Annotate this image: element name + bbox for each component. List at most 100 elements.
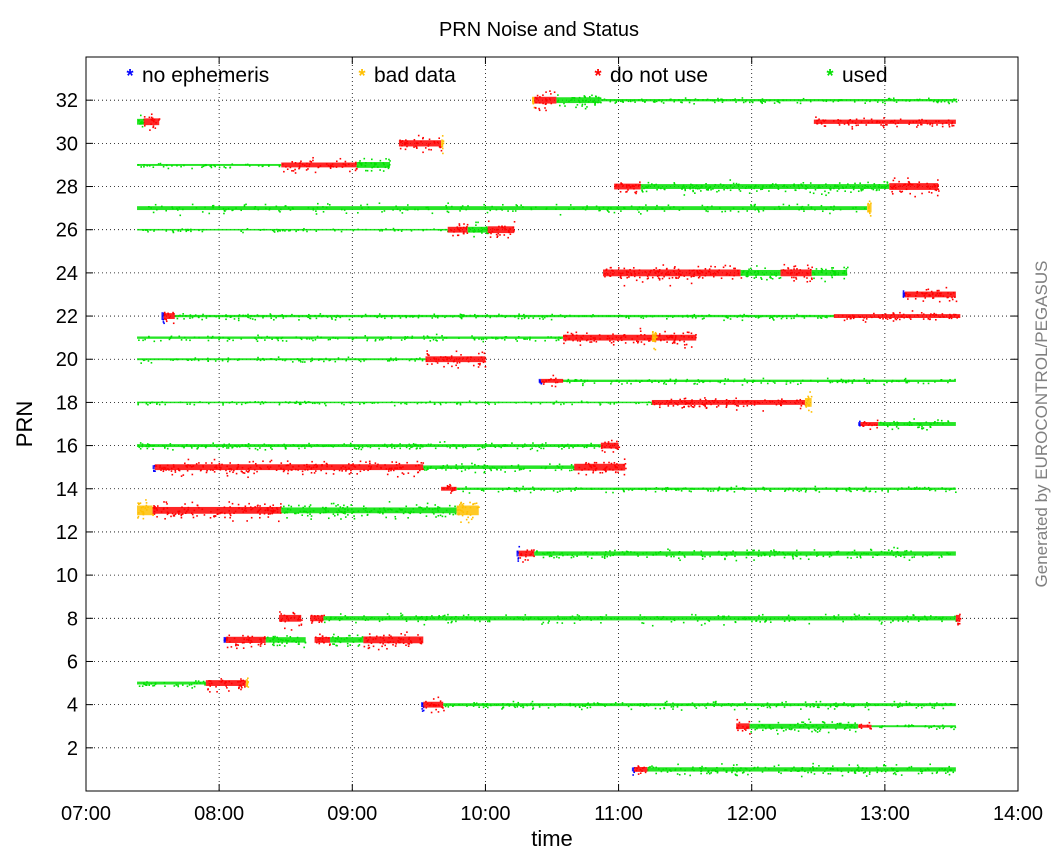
noise-point xyxy=(465,208,468,211)
noise-point xyxy=(465,227,468,230)
noise-point xyxy=(692,190,694,193)
noise-point xyxy=(359,162,362,165)
noise-point xyxy=(483,470,486,473)
noise-point xyxy=(505,336,508,338)
noise-point xyxy=(614,464,616,467)
noise-point xyxy=(927,382,930,385)
noise-point xyxy=(729,184,732,187)
noise-point xyxy=(390,635,392,638)
noise-point xyxy=(195,463,198,465)
noise-point xyxy=(137,502,139,504)
noise-point xyxy=(291,361,294,363)
noise-point xyxy=(513,230,515,232)
noise-point xyxy=(270,459,273,462)
noise-point xyxy=(215,465,217,467)
noise-point xyxy=(753,401,756,403)
noise-point xyxy=(160,339,162,342)
noise-point xyxy=(316,402,319,404)
noise-point xyxy=(178,469,180,471)
noise-point xyxy=(707,619,709,621)
noise-point xyxy=(825,194,827,197)
noise-point xyxy=(586,616,589,618)
noise-point xyxy=(375,163,377,165)
noise-point xyxy=(805,406,808,408)
noise-point xyxy=(900,774,903,776)
noise-point xyxy=(601,445,603,447)
noise-point xyxy=(656,188,658,191)
noise-point xyxy=(546,551,549,554)
noise-point xyxy=(931,704,933,707)
noise-point xyxy=(829,381,832,384)
noise-point xyxy=(725,555,728,557)
noise-point xyxy=(381,211,383,213)
noise-point xyxy=(307,316,310,318)
noise-point xyxy=(390,467,393,470)
noise-point xyxy=(855,618,857,621)
noise-point xyxy=(268,336,271,339)
noise-point xyxy=(615,487,618,490)
noise-point xyxy=(473,702,475,704)
noise-point xyxy=(360,448,363,451)
noise-point xyxy=(257,208,260,211)
noise-point xyxy=(313,464,316,466)
noise-point xyxy=(711,399,714,402)
noise-point xyxy=(673,619,676,622)
noise-point xyxy=(209,469,212,471)
noise-point xyxy=(755,620,757,622)
noise-point xyxy=(413,138,416,141)
noise-point xyxy=(145,504,148,507)
noise-point xyxy=(547,622,550,624)
noise-point xyxy=(362,505,365,508)
noise-point xyxy=(621,551,624,553)
noise-point xyxy=(332,336,334,339)
noise-point xyxy=(796,770,799,772)
noise-point xyxy=(803,487,806,490)
noise-point xyxy=(796,313,798,316)
noise-point xyxy=(280,462,283,464)
noise-point xyxy=(291,640,293,643)
noise-point xyxy=(672,708,674,710)
noise-point xyxy=(704,399,707,401)
noise-point xyxy=(524,338,526,340)
noise-point xyxy=(343,443,345,445)
noise-point xyxy=(286,464,289,466)
noise-point xyxy=(885,704,888,706)
noise-point xyxy=(411,446,414,448)
noise-point xyxy=(669,335,672,337)
noise-point xyxy=(800,708,802,710)
noise-point xyxy=(226,315,228,318)
noise-point xyxy=(857,767,860,769)
noise-point xyxy=(144,229,147,231)
noise-point xyxy=(598,702,600,705)
noise-point xyxy=(321,619,324,621)
noise-point xyxy=(571,333,574,336)
noise-point xyxy=(724,558,726,561)
noise-point xyxy=(829,552,831,554)
noise-point xyxy=(571,615,574,618)
noise-point xyxy=(363,469,365,471)
noise-point xyxy=(281,336,284,339)
noise-point xyxy=(604,705,606,707)
noise-point xyxy=(716,401,719,403)
noise-point xyxy=(353,515,355,517)
noise-point xyxy=(655,487,658,489)
noise-point xyxy=(843,269,846,272)
noise-point xyxy=(379,230,381,232)
noise-point xyxy=(742,401,744,404)
noise-point xyxy=(636,703,639,706)
noise-point xyxy=(243,205,246,208)
noise-point xyxy=(663,188,666,190)
noise-point xyxy=(851,705,853,708)
noise-point xyxy=(311,359,314,362)
noise-point xyxy=(332,473,335,475)
noise-point xyxy=(417,316,420,319)
noise-point xyxy=(346,506,349,508)
noise-point xyxy=(950,317,953,320)
noise-point xyxy=(866,185,869,188)
noise-point xyxy=(743,313,745,316)
noise-point xyxy=(191,167,193,170)
noise-point xyxy=(569,616,572,619)
noise-point xyxy=(825,767,827,770)
noise-point xyxy=(382,642,384,645)
noise-point xyxy=(231,209,234,212)
